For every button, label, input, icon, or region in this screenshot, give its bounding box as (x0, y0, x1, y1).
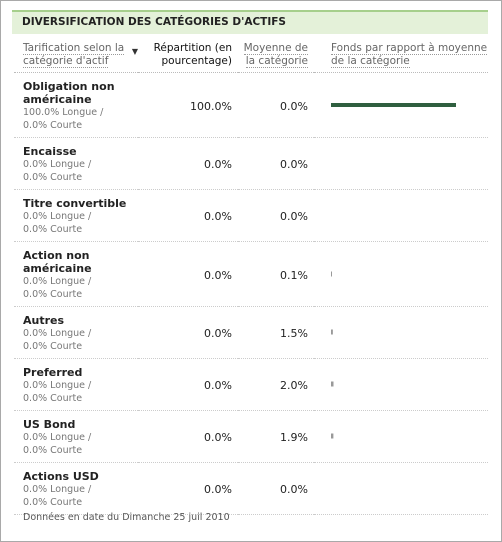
comparison-cell (314, 138, 488, 190)
allocation: 0.0% (204, 158, 232, 171)
asset-cell: Titre convertible 0.0% Longue / 0.0% Court… (14, 190, 138, 242)
category-average: 0.0% (280, 210, 308, 223)
table-row: Encaisse 0.0% Longue / 0.0% Courte 0.0% 0.0% (14, 138, 488, 190)
category-average: 2.0% (280, 379, 308, 392)
allocation: 0.0% (204, 431, 232, 444)
category-average: 0.0% (280, 99, 308, 113)
short-position: 0.0% Courte (23, 445, 83, 456)
column-header-cell[interactable]: Tarification selon la catégorie d'actif ▼ (14, 42, 138, 73)
comparison-bar (331, 102, 456, 107)
comparison-cell (314, 411, 488, 463)
asset-name: Preferred (23, 366, 83, 379)
short-position: 0.0% Courte (23, 497, 83, 508)
allocation: 100.0% (190, 99, 232, 113)
column-header-cell[interactable]: Moyenne de la catégorie (238, 42, 314, 73)
comparison-cell (314, 190, 488, 242)
category-bar (331, 381, 334, 387)
table-row: Actions USD 0.0% Longue / 0.0% Courte 0.0% 0… (14, 463, 488, 515)
long-position: 0.0% Longue / (23, 484, 92, 495)
table-row: US Bond 0.0% Longue / 0.0% Courte 0.0% 1.9% (14, 411, 488, 463)
asset-name: Action non américaine (23, 249, 92, 275)
asset-name: US Bond (23, 418, 76, 431)
column-header-cell: Répartition (en pourcentage) (138, 42, 238, 73)
comparison-bar (331, 271, 332, 276)
allocation: 0.0% (204, 379, 232, 392)
asset-name: Obligation non américaine (23, 80, 115, 106)
comparison-cell (314, 359, 488, 411)
long-position: 0.0% Longue / (23, 211, 92, 222)
allocation: 0.0% (204, 210, 232, 223)
section-title: DIVERSIFICATION DES CATÉGORIES D'ACTIFS (12, 10, 488, 34)
header-row: Tarification selon la catégorie d'actif ▼… (14, 42, 488, 73)
comparison-bar (331, 381, 334, 387)
category-bar (331, 271, 332, 276)
short-position: 0.0% Courte (23, 224, 83, 235)
footnote: Données en date du Dimanche 25 juil 2010 (23, 512, 230, 523)
allocation: 0.0% (204, 268, 232, 282)
long-position: 100.0% Longue / (23, 107, 104, 118)
table-body: Obligation non américaine 100.0% Longue /… (14, 73, 488, 515)
asset-cell: Action non américaine 0.0% Longue / 0.0% C… (14, 242, 138, 307)
table-row: Titre convertible 0.0% Longue / 0.0% Court… (14, 190, 488, 242)
asset-cell: Preferred 0.0% Longue / 0.0% Courte (14, 359, 138, 411)
asset-cell: Encaisse 0.0% Longue / 0.0% Courte (14, 138, 138, 190)
table-row: Preferred 0.0% Longue / 0.0% Courte 0.0% 2.0… (14, 359, 488, 411)
short-position: 0.0% Courte (23, 120, 83, 131)
comparison-bar (331, 158, 471, 168)
comparison-bar (331, 433, 334, 439)
comparison-cell (314, 73, 488, 138)
comparison-cell (314, 242, 488, 307)
comparison-cell (314, 463, 488, 515)
category-bar (331, 433, 334, 439)
sort-arrow[interactable]: ▼ (131, 47, 138, 56)
comparison-bar (331, 329, 333, 335)
allocation: 0.0% (204, 327, 232, 340)
short-position: 0.0% Courte (23, 393, 83, 404)
comparison-bar (331, 483, 471, 493)
comparison-bar (331, 210, 471, 220)
fund-bar (331, 102, 456, 107)
category-average: 1.5% (280, 327, 308, 340)
long-position: 0.0% Longue / (23, 159, 92, 170)
category-average: 0.0% (280, 483, 308, 496)
table-row: Autres 0.0% Longue / 0.0% Courte 0.0% 1.5% (14, 307, 488, 359)
allocation: 0.0% (204, 483, 232, 496)
asset-cell: Obligation non américaine 100.0% Longue /… (14, 73, 138, 138)
short-position: 0.0% Courte (23, 289, 83, 300)
comparison-cell (314, 307, 488, 359)
column-header[interactable]: Moyenne de la catégorie (243, 42, 308, 68)
asset-name: Titre convertible (23, 197, 127, 210)
asset-cell: Autres 0.0% Longue / 0.0% Courte (14, 307, 138, 359)
long-position: 0.0% Longue / (23, 328, 92, 339)
column-header-cell[interactable]: Fonds par rapport à moyenne de la catégo… (314, 42, 488, 73)
column-header: Répartition (en pourcentage) (153, 42, 232, 67)
asset-name: Autres (23, 314, 65, 327)
asset-cell: US Bond 0.0% Longue / 0.0% Courte (14, 411, 138, 463)
category-average: 0.0% (280, 158, 308, 171)
asset-name: Encaisse (23, 145, 77, 158)
table-row: Action non américaine 0.0% Longue / 0.0% C… (14, 242, 488, 307)
short-position: 0.0% Courte (23, 172, 83, 183)
asset-name: Actions USD (23, 470, 99, 483)
long-position: 0.0% Longue / (23, 380, 92, 391)
column-header[interactable]: Tarification selon la catégorie d'actif (23, 42, 125, 68)
long-position: 0.0% Longue / (23, 432, 92, 443)
table-row: Obligation non américaine 100.0% Longue /… (14, 73, 488, 138)
long-position: 0.0% Longue / (23, 276, 92, 287)
category-average: 0.1% (280, 268, 308, 282)
category-average: 1.9% (280, 431, 308, 444)
category-bar (331, 329, 333, 335)
column-header[interactable]: Fonds par rapport à moyenne de la catégo… (331, 42, 488, 68)
short-position: 0.0% Courte (23, 341, 83, 352)
asset-cell: Actions USD 0.0% Longue / 0.0% Courte (14, 463, 138, 515)
allocation-table: Tarification selon la catégorie d'actif ▼… (14, 42, 488, 515)
